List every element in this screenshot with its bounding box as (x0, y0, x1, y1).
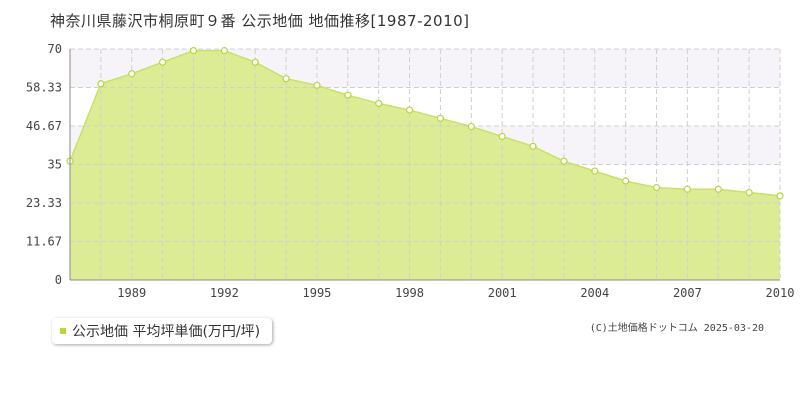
data-point (560, 157, 568, 165)
y-tick-label: 70 (48, 42, 62, 56)
y-tick-label: 23.33 (26, 196, 62, 210)
data-point (375, 99, 383, 108)
x-tick-label: 2010 (766, 286, 795, 300)
data-point (529, 142, 537, 150)
data-point (128, 70, 136, 78)
y-tick-label: 46.67 (26, 119, 62, 133)
y-tick-label: 11.67 (26, 234, 62, 248)
data-point (683, 185, 691, 193)
data-point (282, 75, 290, 83)
y-tick-label: 58.33 (26, 81, 62, 95)
data-point (436, 114, 445, 122)
data-point (652, 184, 661, 192)
data-point (251, 58, 259, 66)
copyright-credit: (C)土地価格ドットコム 2025-03-20 (589, 323, 764, 334)
data-point (159, 58, 167, 66)
x-tick-label: 1989 (117, 286, 146, 300)
x-tick-label: 2004 (580, 286, 609, 300)
data-point (220, 47, 228, 55)
data-point (313, 81, 321, 89)
x-tick-label: 2007 (673, 286, 702, 300)
chart-title: 神奈川県藤沢市桐原町９番 公示地価 地価推移[1987-2010] (50, 12, 470, 30)
legend-label: 公示地価 平均坪単価(万円/坪) (72, 324, 261, 340)
data-point (344, 91, 352, 99)
data-point (467, 122, 475, 131)
data-point (405, 106, 414, 114)
x-tick-label: 2001 (488, 286, 517, 300)
data-point (776, 192, 784, 200)
series-area (70, 50, 780, 281)
y-tick-label: 0 (55, 273, 62, 287)
series-line (69, 49, 781, 197)
y-tick-label: 35 (48, 158, 62, 172)
data-point (189, 47, 198, 55)
chart-legend: 公示地価 平均坪単価(万円/坪) (52, 318, 273, 344)
data-point (97, 80, 105, 88)
x-tick-label: 1995 (303, 286, 332, 300)
x-tick-label: 1998 (395, 286, 424, 300)
data-point (498, 132, 506, 141)
data-point (591, 167, 599, 175)
legend-marker (60, 328, 66, 334)
price-area-chart: 0 11.67 23.33 35 46.67 58.33 70 1989 1992 1995 199… (26, 42, 795, 300)
data-point (622, 177, 630, 185)
data-point (714, 185, 722, 193)
data-point (745, 188, 753, 197)
x-tick-label: 1992 (210, 286, 239, 300)
